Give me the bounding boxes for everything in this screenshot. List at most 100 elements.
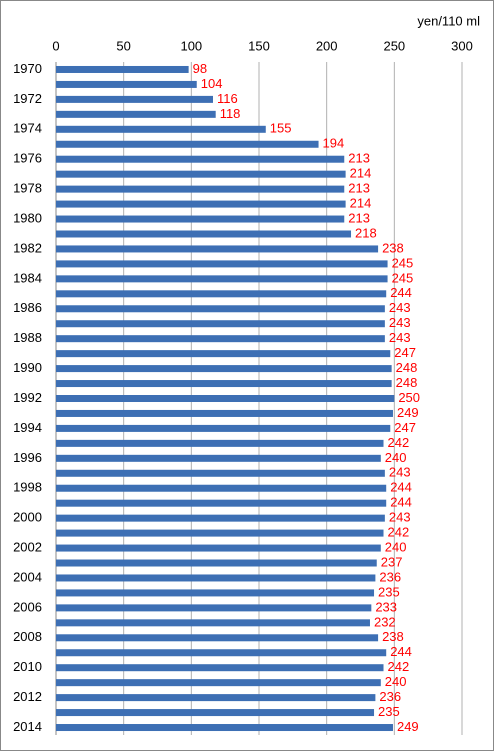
value-label: 116 [217,91,238,106]
y-tick-label: 1986 [13,300,42,315]
y-tick-label: 1970 [13,61,42,76]
value-label: 155 [270,121,292,136]
value-label: 213 [348,181,370,196]
y-tick-label: 2002 [13,539,42,554]
value-label: 244 [390,495,412,510]
value-label: 244 [390,644,412,659]
bar [56,409,393,417]
bar [56,320,385,328]
value-label: 243 [389,300,411,315]
value-label: 194 [323,136,345,151]
y-tick-label: 1980 [13,210,42,225]
y-tick-label: 1992 [13,390,42,405]
value-label: 98 [193,61,207,76]
bar [56,230,352,238]
bar [56,619,370,627]
bar [56,185,345,193]
bar [56,694,376,702]
value-label: 244 [390,285,412,300]
bar [56,604,372,612]
bar [56,80,197,88]
y-tick-label: 1988 [13,330,42,345]
bar [56,649,387,657]
bar [56,275,388,283]
value-label: 244 [390,480,412,495]
bar [56,574,376,582]
value-label: 249 [397,405,419,420]
y-tick-label: 1996 [13,450,42,465]
value-label: 213 [348,210,370,225]
bar [56,125,266,133]
bar [56,469,385,477]
value-label: 218 [355,225,377,240]
y-tick-label: 2010 [13,659,42,674]
y-tick-label: 1994 [13,420,42,435]
value-label: 242 [388,525,410,540]
value-label: 214 [350,196,372,211]
bar [56,395,395,402]
x-tick-label: 0 [52,38,59,53]
value-label: 242 [388,659,410,674]
value-label: 245 [392,270,414,285]
value-label: 238 [382,629,404,644]
value-label: 236 [379,689,401,704]
y-tick-label: 2006 [13,599,42,614]
bar [56,634,379,642]
value-label: 243 [389,330,411,345]
bar [56,95,213,103]
y-tick-label: 1976 [13,151,42,166]
bar [56,335,385,343]
bar [56,454,381,462]
y-tick-label: 1978 [13,181,42,196]
y-tick-label: 1990 [13,360,42,375]
value-label: 238 [382,240,404,255]
value-label: 214 [350,166,372,181]
y-tick-label: 1998 [13,480,42,495]
bar [56,559,377,567]
bar [56,365,392,373]
value-label: 240 [385,539,407,554]
value-label: 213 [348,151,370,166]
y-tick-label: 2012 [13,689,42,704]
value-label: 235 [378,584,400,599]
value-label: 236 [379,569,401,584]
value-label: 237 [381,554,403,569]
value-label: 243 [389,510,411,525]
bar [56,65,189,73]
y-tick-label: 2008 [13,629,42,644]
bar [56,589,375,597]
bar [56,439,384,447]
bar [56,260,388,268]
y-tick-label: 2004 [13,569,42,584]
bar [56,350,391,358]
x-tick-label: 300 [451,38,473,53]
bar [56,679,381,687]
bar [56,155,345,163]
value-label: 240 [385,450,407,465]
bar [56,529,384,537]
value-label: 245 [392,255,414,270]
value-label: 235 [378,704,400,719]
y-tick-label: 2000 [13,510,42,525]
y-tick-label: 1984 [13,270,42,285]
value-label: 247 [394,420,416,435]
value-label: 248 [396,360,418,375]
axis-unit: yen/110 ml [417,13,480,28]
bar [56,290,387,298]
bar [56,215,345,223]
x-tick-label: 150 [248,38,270,53]
x-tick-label: 250 [383,38,405,53]
x-tick-label: 200 [316,38,338,53]
bar [56,544,381,552]
value-label: 243 [389,465,411,480]
value-label: 104 [201,76,223,91]
bar [56,140,319,148]
bar [56,380,392,388]
y-tick-label: 1972 [13,91,42,106]
value-label: 232 [374,614,396,629]
value-label: 118 [220,106,241,121]
bar [56,424,391,432]
bar [56,664,384,672]
value-label: 243 [389,315,411,330]
